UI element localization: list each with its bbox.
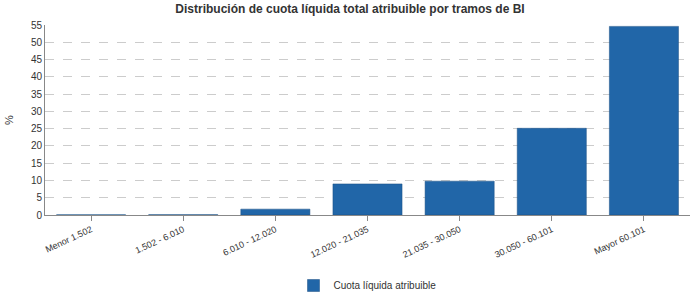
svg-text:Mayor 60.101: Mayor 60.101 — [593, 224, 647, 256]
svg-text:6.010 - 12.020: 6.010 - 12.020 — [221, 224, 278, 258]
svg-text:Menor 1.502: Menor 1.502 — [44, 224, 94, 254]
svg-text:Cuota líquida atribuible: Cuota líquida atribuible — [334, 280, 437, 291]
svg-text:0: 0 — [36, 210, 42, 221]
svg-text:%: % — [3, 115, 15, 125]
svg-text:10: 10 — [31, 175, 43, 186]
svg-text:1.502 - 6.010: 1.502 - 6.010 — [134, 224, 186, 255]
svg-text:5: 5 — [36, 192, 42, 203]
svg-text:12.020 - 21.035: 12.020 - 21.035 — [309, 224, 370, 260]
svg-text:40: 40 — [31, 71, 43, 82]
svg-text:35: 35 — [31, 89, 43, 100]
svg-text:30: 30 — [31, 106, 43, 117]
svg-text:30.050 - 60.101: 30.050 - 60.101 — [493, 224, 554, 260]
svg-text:45: 45 — [31, 54, 43, 65]
svg-text:55: 55 — [31, 20, 43, 31]
svg-text:Distribución de cuota líquida: Distribución de cuota líquida total atri… — [175, 2, 524, 16]
svg-text:21.035 - 30.050: 21.035 - 30.050 — [401, 224, 462, 260]
svg-text:50: 50 — [31, 37, 43, 48]
svg-text:20: 20 — [31, 140, 43, 151]
svg-text:25: 25 — [31, 123, 43, 134]
svg-text:15: 15 — [31, 158, 43, 169]
